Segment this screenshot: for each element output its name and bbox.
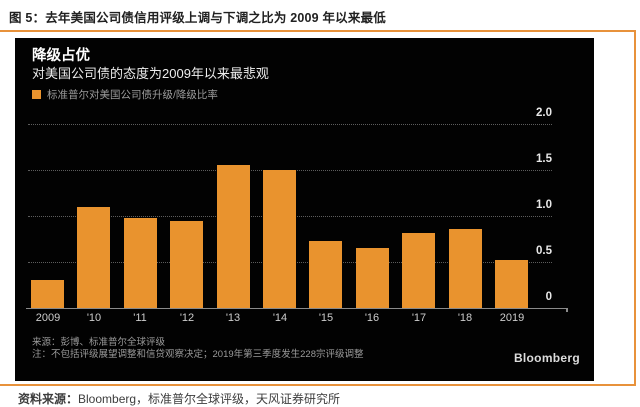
x-axis-label: '10 bbox=[86, 312, 102, 324]
plot-area: 0 0.5 1.0 1.5 2.0 2009 '10 '11 '12 '13 '14 '15 '16 '1… bbox=[15, 38, 594, 381]
y-gridline bbox=[28, 124, 552, 125]
x-axis-line bbox=[26, 308, 567, 309]
x-axis-label: 2009 bbox=[35, 312, 61, 324]
bottom-divider bbox=[0, 384, 635, 386]
chart-source-note: 来源：彭博、标准普尔全球评级 bbox=[32, 337, 166, 348]
right-divider bbox=[634, 30, 636, 386]
top-divider bbox=[0, 30, 635, 32]
x-axis-label: '12 bbox=[179, 312, 195, 324]
y-axis-label: 0.5 bbox=[536, 245, 552, 257]
y-axis-label: 2.0 bbox=[536, 107, 552, 119]
bar-12 bbox=[170, 221, 203, 308]
bar-11 bbox=[124, 218, 157, 308]
legend: 标准普尔对美国公司债升级/降级比率 bbox=[32, 87, 218, 102]
y-axis-label: 1.5 bbox=[536, 153, 552, 165]
bar-2009 bbox=[31, 280, 64, 308]
x-axis-label: '14 bbox=[272, 312, 288, 324]
bar-17 bbox=[402, 233, 435, 308]
x-axis-label: '18 bbox=[457, 312, 473, 324]
x-axis-label: '13 bbox=[225, 312, 241, 324]
x-axis-label: '15 bbox=[318, 312, 334, 324]
y-axis-label: 0 bbox=[545, 291, 552, 303]
bar-15 bbox=[309, 241, 342, 308]
data-source-text: Bloomberg，标准普尔全球评级，天风证券研究所 bbox=[78, 392, 341, 406]
data-source-caption: 资料来源：Bloomberg，标准普尔全球评级，天风证券研究所 bbox=[18, 390, 340, 407]
x-axis-label: '16 bbox=[364, 312, 380, 324]
bloomberg-logo: Bloomberg bbox=[513, 351, 580, 365]
bloomberg-chart-panel: 降级占优 对美国公司债的态度为2009年以来最悲观 标准普尔对美国公司债升级/降… bbox=[15, 38, 594, 381]
legend-label: 标准普尔对美国公司债升级/降级比率 bbox=[47, 89, 218, 101]
figure-caption: 图 5：去年美国公司债信用评级上调与下调之比为 2009 年以来最低 bbox=[9, 11, 386, 25]
x-axis-label: '11 bbox=[133, 312, 147, 324]
chart-subtitle: 对美国公司债的态度为2009年以来最悲观 bbox=[32, 66, 269, 81]
bar-18 bbox=[449, 229, 482, 308]
chart-title: 降级占优 bbox=[32, 48, 90, 64]
bar-2019 bbox=[495, 260, 528, 308]
bar-13 bbox=[217, 165, 250, 308]
legend-swatch-icon bbox=[32, 90, 41, 99]
bar-14 bbox=[263, 170, 296, 308]
x-axis-label: 2019 bbox=[499, 312, 525, 324]
data-source-label: 资料来源： bbox=[18, 392, 79, 406]
y-axis-label: 1.0 bbox=[536, 199, 552, 211]
bar-10 bbox=[77, 207, 110, 308]
x-axis-label: '17 bbox=[411, 312, 427, 324]
bar-16 bbox=[356, 248, 389, 308]
x-axis-end-tick bbox=[566, 308, 568, 312]
chart-footnote: 注：不包括评级展望调整和信贷观察决定；2019年第三季度发生228宗评级调整 bbox=[32, 349, 364, 360]
